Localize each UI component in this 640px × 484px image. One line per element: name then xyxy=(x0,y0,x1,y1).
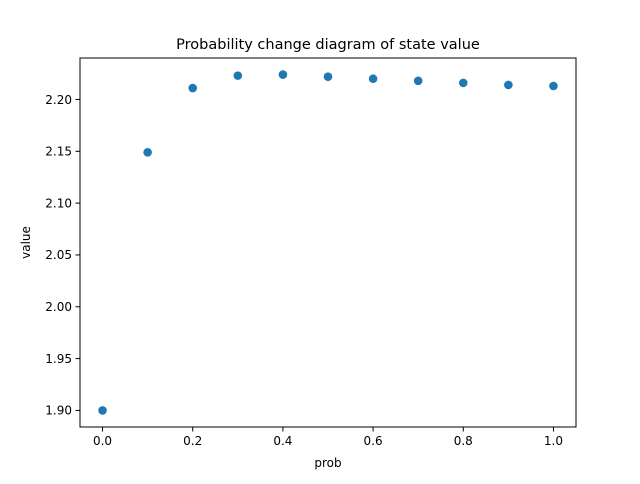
x-axis-ticks: 0.0 0.2 0.4 0.6 0.8 1.0 xyxy=(93,427,563,448)
data-point xyxy=(549,81,558,91)
y-axis-label: value xyxy=(19,226,33,259)
x-axis-label: prob xyxy=(314,456,341,470)
x-tick-label: 0.2 xyxy=(183,434,202,448)
x-tick-label: 0.8 xyxy=(454,434,473,448)
data-point xyxy=(323,72,333,81)
chart-title: Probability change diagram of state valu… xyxy=(176,37,480,53)
y-tick-label: 2.20 xyxy=(45,93,72,107)
data-point xyxy=(368,74,378,84)
data-point xyxy=(278,70,288,79)
y-tick-label: 2.10 xyxy=(45,196,72,210)
axes-frame xyxy=(79,57,577,428)
y-tick-label: 1.90 xyxy=(45,404,72,418)
data-points xyxy=(98,70,558,415)
data-point xyxy=(458,78,468,88)
x-tick-label: 0.4 xyxy=(273,434,292,448)
data-point xyxy=(188,83,198,93)
data-point xyxy=(504,80,513,90)
y-axis-ticks: 1.90 1.95 2.00 2.05 2.10 2.15 2.20 xyxy=(45,93,80,418)
y-tick-label: 1.95 xyxy=(45,352,72,366)
x-tick-label: 0.6 xyxy=(364,434,383,448)
y-tick-label: 2.15 xyxy=(45,145,72,159)
x-tick-label: 0.0 xyxy=(93,434,112,448)
data-point xyxy=(98,406,107,415)
y-tick-label: 2.00 xyxy=(45,300,72,314)
data-point xyxy=(143,148,152,157)
data-point xyxy=(413,76,423,86)
x-tick-label: 1.0 xyxy=(544,434,563,448)
y-tick-label: 2.05 xyxy=(45,248,72,262)
data-point xyxy=(233,71,243,80)
